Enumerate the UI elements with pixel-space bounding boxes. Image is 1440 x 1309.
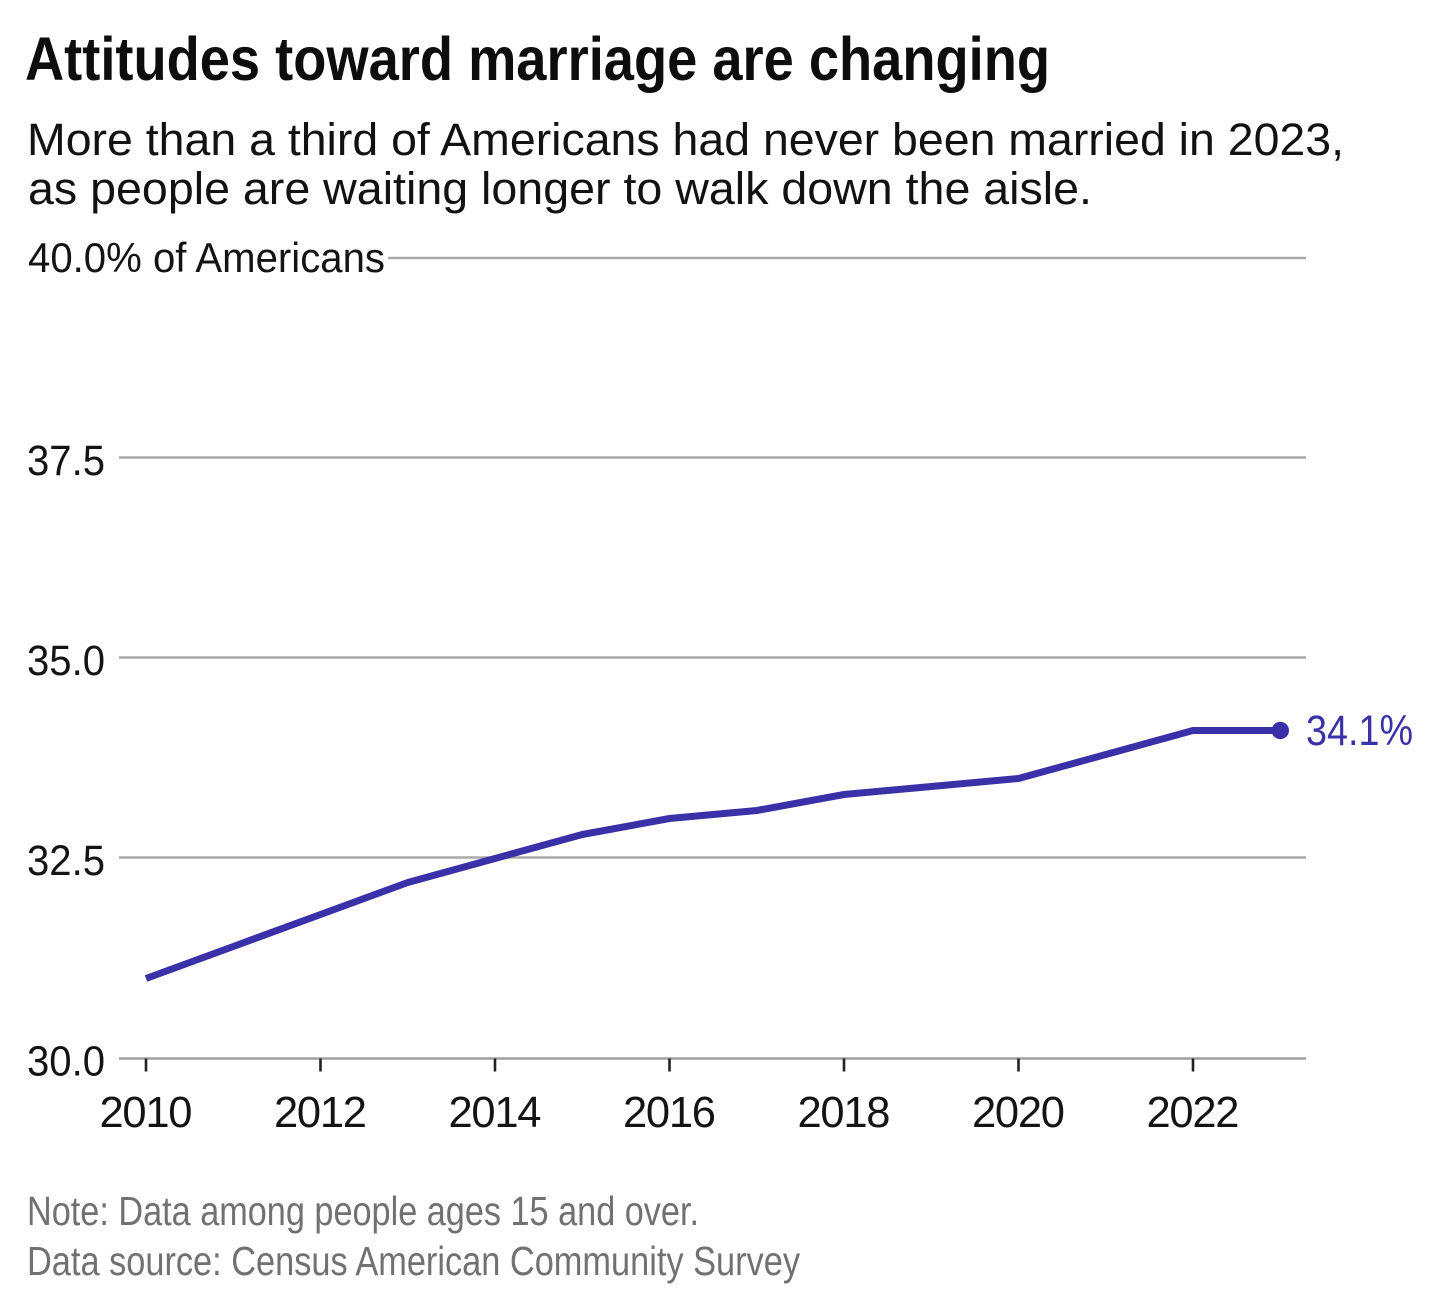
- svg-text:37.5: 37.5: [27, 437, 105, 485]
- svg-text:34.1%: 34.1%: [1306, 707, 1413, 755]
- svg-text:2014: 2014: [449, 1089, 542, 1137]
- svg-text:32.5: 32.5: [27, 837, 105, 885]
- svg-text:More than a third of Americans: More than a third of Americans had never…: [27, 114, 1344, 165]
- svg-text:40.0% of Americans: 40.0% of Americans: [28, 234, 385, 281]
- svg-text:Data source: Census American C: Data source: Census American Community S…: [27, 1238, 800, 1284]
- svg-text:35.0: 35.0: [27, 637, 105, 685]
- svg-text:Note: Data among people ages 1: Note: Data among people ages 15 and over…: [27, 1188, 699, 1234]
- svg-text:2018: 2018: [798, 1089, 891, 1137]
- svg-text:Attitudes toward marriage are: Attitudes toward marriage are changing: [25, 25, 1050, 93]
- svg-text:2020: 2020: [972, 1089, 1065, 1137]
- svg-text:as people are waiting longer t: as people are waiting longer to walk dow…: [28, 163, 1092, 214]
- svg-text:2022: 2022: [1147, 1089, 1240, 1137]
- svg-text:2016: 2016: [623, 1089, 716, 1137]
- svg-text:2010: 2010: [100, 1089, 193, 1137]
- svg-text:30.0: 30.0: [27, 1038, 105, 1086]
- svg-text:2012: 2012: [274, 1089, 367, 1137]
